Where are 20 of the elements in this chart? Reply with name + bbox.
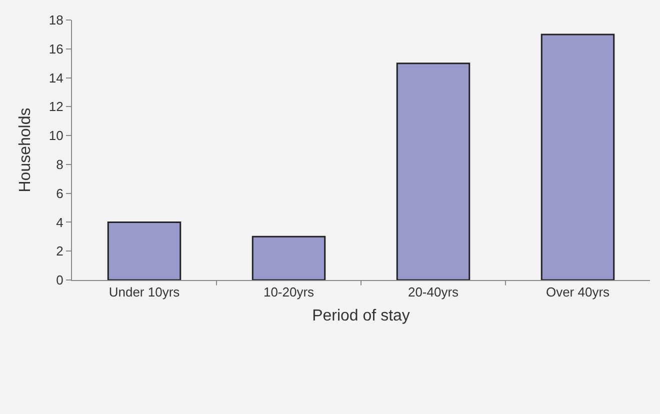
x-tick-label: Under 10yrs <box>108 284 180 300</box>
bar <box>107 221 182 280</box>
y-tick-label: 4 <box>56 214 64 230</box>
bar <box>252 236 326 280</box>
y-tick-label: 18 <box>48 12 64 28</box>
y-tick-label: 16 <box>48 41 64 56</box>
y-tick-label: 12 <box>48 99 64 114</box>
y-tick-label: 14 <box>48 70 64 86</box>
x-axis-title: Period of stay <box>312 307 410 324</box>
y-tick-label: 10 <box>48 128 64 144</box>
y-tick-label: 2 <box>56 244 64 259</box>
bar <box>396 62 470 280</box>
x-tick-label: 10-20yrs <box>263 284 315 300</box>
y-tick-label: 6 <box>56 186 64 201</box>
y-axis-title: Households <box>17 108 34 192</box>
y-tick-label: 8 <box>56 156 64 172</box>
x-tick-label: Over 40yrs <box>546 284 610 300</box>
y-tick-label: 0 <box>56 272 64 288</box>
bar <box>540 34 615 280</box>
x-tick-label: 20-40yrs <box>408 284 460 300</box>
